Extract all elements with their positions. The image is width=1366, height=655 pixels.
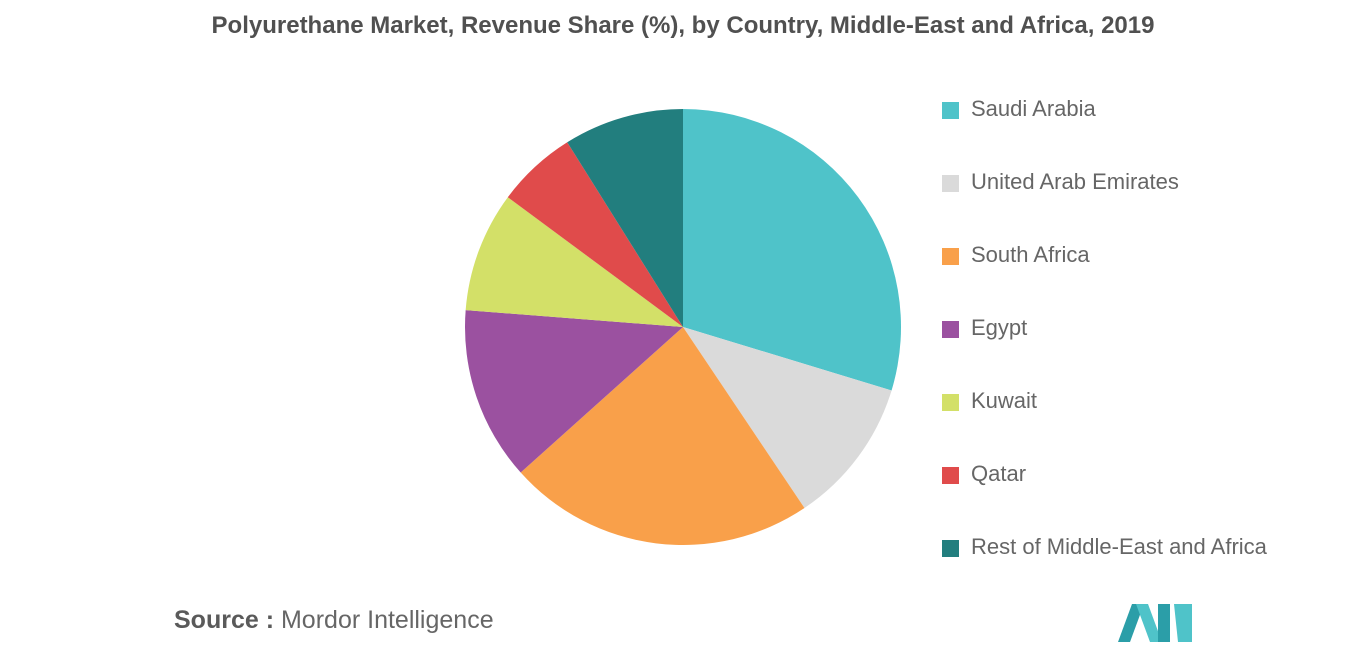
logo-shape-left <box>1118 604 1144 642</box>
source-note: Source : Mordor Intelligence <box>174 606 494 635</box>
source-label: Source : <box>174 606 275 634</box>
pie-slice-south-africa <box>520 327 805 545</box>
pie-slice-rest-of-middle-east-and-africa <box>567 109 683 327</box>
legend-swatch <box>942 467 959 484</box>
pie-slice-kuwait <box>465 197 683 327</box>
legend-swatch <box>942 394 959 411</box>
legend-label: Qatar <box>971 461 1027 486</box>
source-value: Mordor Intelligence <box>280 606 494 634</box>
legend-label: Kuwait <box>971 388 1038 413</box>
legend-swatch <box>942 321 959 338</box>
legend-label: United Arab Emirates <box>971 169 1179 194</box>
legend-swatch <box>942 540 959 557</box>
legend-swatch <box>942 102 959 119</box>
logo-shape-right <box>1158 604 1170 642</box>
logo-shape-middle <box>1136 604 1162 642</box>
legend-swatch <box>942 248 959 265</box>
mordor-intelligence-logo <box>1118 604 1192 642</box>
pie-slice-saudi-arabia <box>683 109 901 391</box>
legend-label: Egypt <box>971 315 1028 340</box>
legend-label: South Africa <box>971 242 1090 267</box>
legend-label: Rest of Middle-East and Africa <box>971 534 1267 559</box>
logo-shape-right-2 <box>1174 604 1192 642</box>
pie-slice-united-arab-emirates <box>683 327 892 509</box>
pie-slice-egypt <box>465 310 683 473</box>
pie-slice-qatar <box>507 142 683 327</box>
chart-title: Polyurethane Market, Revenue Share (%), … <box>211 12 1155 39</box>
legend-label: Saudi Arabia <box>971 96 1096 121</box>
legend-swatch <box>942 175 959 192</box>
